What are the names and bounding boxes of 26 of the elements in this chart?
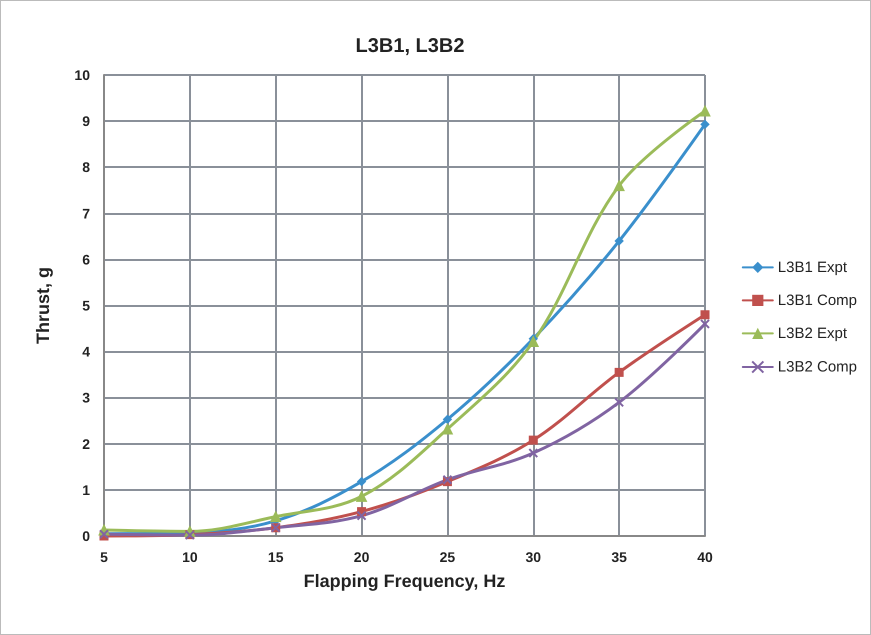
y-tick-label: 3 [82,390,90,406]
y-tick-label: 1 [82,482,90,498]
y-tick-label: 5 [82,298,90,314]
legend-label: L3B2 Expt [778,324,848,342]
y-tick-label: 9 [82,113,90,130]
y-tick-label: 4 [82,344,90,360]
x-tick-label: 40 [697,549,713,565]
y-tick-label: 8 [82,159,90,176]
y-tick-label: 7 [82,205,90,222]
x-tick-label: 35 [611,549,628,565]
x-tick-label: 25 [440,549,456,565]
x-tick-label: 30 [525,549,542,565]
x-tick-label: 5 [100,549,108,565]
x-tick-label: 10 [182,549,198,565]
y-tick-label: 0 [82,528,90,544]
y-tick-label: 6 [82,251,90,268]
legend-label: L3B1 Comp [778,292,858,309]
legend-label: L3B1 Expt [778,258,848,276]
x-tick-label: 15 [268,549,284,565]
y-axis-title: Thrust, g [33,267,53,344]
y-tick-label: 2 [82,436,90,452]
x-axis-title: Flapping Frequency, Hz [304,571,506,591]
y-tick-label: 10 [74,67,90,83]
chart-title: L3B1, L3B2 [356,35,464,57]
x-tick-label: 20 [354,549,370,565]
legend-label: L3B2 Comp [778,358,858,376]
